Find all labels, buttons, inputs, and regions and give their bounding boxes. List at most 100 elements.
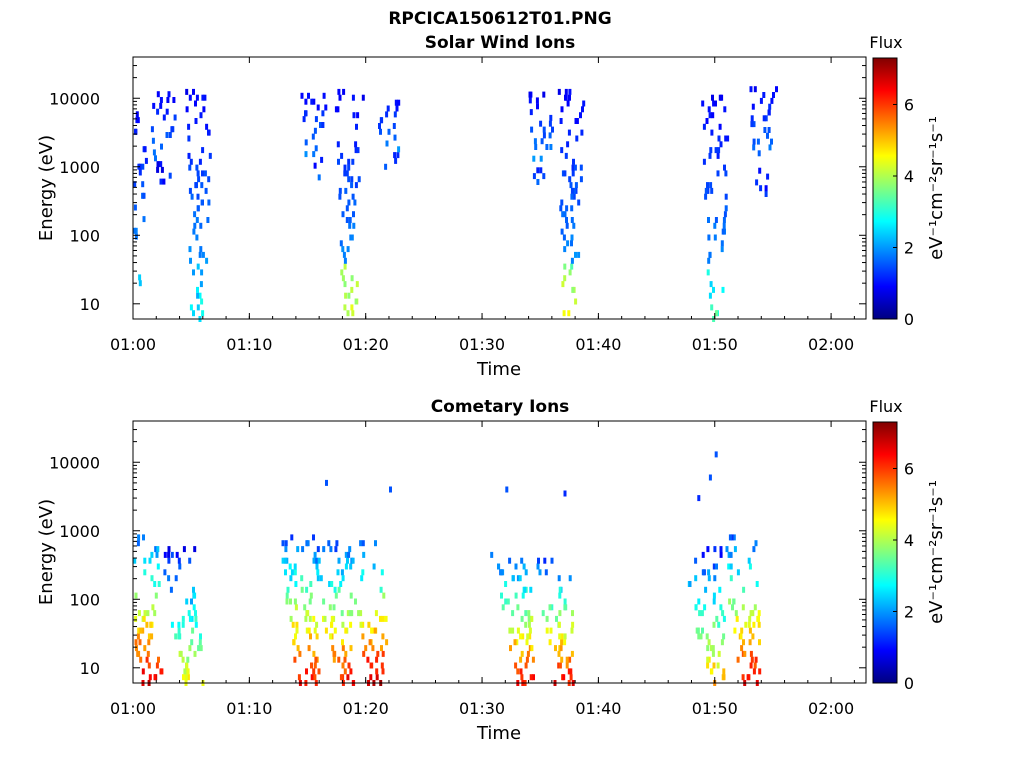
spectrogram-cell bbox=[712, 598, 716, 605]
spectrogram-cell bbox=[563, 490, 567, 497]
spectrogram-cell bbox=[524, 610, 528, 617]
spectrogram-cell bbox=[305, 627, 309, 634]
spectrogram-cell bbox=[524, 621, 528, 628]
spectrogram-cell bbox=[348, 217, 352, 223]
spectrogram-cell bbox=[350, 286, 354, 293]
spectrogram-cell bbox=[768, 144, 772, 151]
spectrogram-cell bbox=[312, 557, 316, 564]
spectrogram-cell bbox=[567, 310, 571, 317]
spectrogram-cell bbox=[723, 106, 727, 113]
spectrogram-cell bbox=[133, 227, 137, 234]
spectrogram-cell bbox=[511, 627, 515, 634]
spectrogram-cell bbox=[727, 551, 731, 558]
spectrogram-cell bbox=[348, 610, 352, 617]
spectrogram-cell bbox=[314, 145, 318, 152]
spectrogram-cell bbox=[395, 105, 399, 112]
spectrogram-cell bbox=[330, 581, 334, 587]
spectrogram-cell bbox=[712, 592, 716, 599]
spectrogram-cell bbox=[367, 621, 371, 628]
spectrogram-cell bbox=[718, 586, 722, 593]
spectrogram-cell bbox=[337, 88, 341, 95]
spectrogram-cell bbox=[528, 633, 532, 640]
spectrogram-cell bbox=[697, 495, 701, 502]
spectrogram-cell bbox=[339, 674, 343, 681]
spectrogram-cell bbox=[137, 627, 141, 634]
spectrogram-cell bbox=[159, 178, 163, 185]
spectrogram-cell bbox=[200, 182, 204, 189]
spectrogram-cell bbox=[749, 86, 753, 93]
spectrogram-cell bbox=[193, 546, 197, 553]
spectrogram-cell bbox=[712, 662, 716, 669]
spectrogram-cell bbox=[544, 569, 548, 576]
spectrogram-cell bbox=[740, 645, 744, 652]
spectrogram-cell bbox=[315, 621, 319, 628]
x-tick-label: 01:20 bbox=[343, 699, 389, 718]
spectrogram-cell bbox=[134, 128, 137, 135]
spectrogram-cell bbox=[336, 569, 340, 576]
spectrogram-cell bbox=[188, 645, 192, 652]
spectrogram-cell bbox=[354, 147, 358, 154]
spectrogram-cell bbox=[748, 563, 752, 570]
spectrogram-cell bbox=[757, 615, 760, 622]
spectrogram-cell bbox=[168, 172, 172, 179]
spectrogram-cell bbox=[341, 639, 344, 646]
spectrogram-cell bbox=[343, 281, 347, 288]
spectrogram-cell bbox=[562, 674, 566, 681]
spectrogram-cell bbox=[159, 102, 163, 109]
spectrogram-cell bbox=[319, 122, 322, 128]
spectrogram-cell bbox=[302, 116, 306, 123]
spectrogram-cell bbox=[307, 92, 310, 99]
x-tick-label: 01:00 bbox=[110, 699, 156, 718]
spectrogram-cell bbox=[151, 604, 155, 611]
spectrogram-cell bbox=[752, 546, 756, 553]
spectrogram-cell bbox=[560, 633, 564, 640]
spectrogram-cell bbox=[714, 147, 718, 154]
spectrogram-cell bbox=[708, 152, 712, 159]
spectrogram-cell bbox=[549, 627, 553, 634]
spectrogram-cell bbox=[563, 246, 567, 253]
spectrogram-cell bbox=[137, 610, 141, 617]
spectrogram-cell bbox=[559, 645, 563, 652]
spectrogram-cell bbox=[170, 551, 174, 558]
spectrogram-cell bbox=[557, 88, 561, 95]
spectrogram-cell bbox=[521, 592, 525, 599]
spectrogram-cell bbox=[288, 563, 292, 570]
spectrogram-cell bbox=[770, 138, 773, 145]
spectrogram-cells bbox=[133, 86, 778, 322]
spectrogram-cell bbox=[717, 147, 721, 154]
spectrogram-cell bbox=[350, 176, 354, 183]
spectrogram-cell bbox=[708, 292, 712, 299]
spectrogram-cell bbox=[190, 615, 194, 622]
spectrogram-cell bbox=[698, 610, 702, 617]
y-axis-label: Energy (eV) bbox=[36, 499, 57, 605]
spectrogram-cell bbox=[500, 569, 503, 576]
spectrogram-cell bbox=[379, 615, 382, 622]
spectrogram-cell bbox=[343, 164, 347, 171]
spectrogram-cell bbox=[168, 132, 172, 138]
spectrogram-cell bbox=[561, 211, 565, 218]
spectrogram-cell bbox=[694, 604, 698, 611]
spectrogram-cell bbox=[706, 656, 710, 663]
spectrogram-cell bbox=[722, 222, 726, 229]
spectrogram-cell bbox=[196, 205, 200, 212]
spectrogram-cell bbox=[704, 586, 708, 593]
spectrogram-cell bbox=[190, 193, 194, 200]
spectrogram-cell bbox=[193, 592, 197, 599]
spectrogram-cell bbox=[520, 674, 524, 681]
spectrogram-cell bbox=[752, 144, 756, 151]
spectrogram-cell bbox=[291, 621, 295, 628]
spectrogram-cell bbox=[706, 546, 710, 553]
plot-area bbox=[133, 57, 866, 319]
spectrogram-cell bbox=[284, 569, 287, 576]
y-tick-label: 1000 bbox=[59, 522, 100, 541]
spectrogram-cell bbox=[718, 123, 722, 130]
spectrogram-cell bbox=[194, 118, 198, 124]
spectrogram-cell bbox=[308, 615, 312, 622]
spectrogram-cell bbox=[304, 98, 308, 105]
spectrogram-cell bbox=[134, 615, 138, 622]
spectrogram-cell bbox=[310, 674, 314, 681]
colorbar-title: Flux bbox=[869, 397, 902, 416]
spectrogram-cell bbox=[142, 534, 145, 541]
spectrogram-cell bbox=[372, 563, 376, 570]
spectrogram-cell bbox=[340, 269, 344, 276]
